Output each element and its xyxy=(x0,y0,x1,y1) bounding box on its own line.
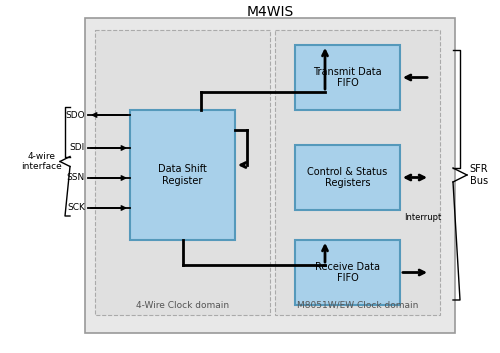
Text: Control & Status
Registers: Control & Status Registers xyxy=(308,167,388,188)
Bar xyxy=(295,145,400,210)
Text: Transmit Data
FIFO: Transmit Data FIFO xyxy=(313,67,382,88)
Text: 4-Wire Clock domain: 4-Wire Clock domain xyxy=(136,300,229,310)
Bar xyxy=(130,110,235,240)
Bar xyxy=(275,30,440,315)
Bar xyxy=(295,45,400,110)
Text: 4-wire
interface: 4-wire interface xyxy=(22,152,62,171)
Bar xyxy=(295,240,400,305)
Text: Receive Data
FIFO: Receive Data FIFO xyxy=(315,262,380,283)
Text: Interrupt: Interrupt xyxy=(404,213,442,222)
Text: Data Shift
Register: Data Shift Register xyxy=(158,164,207,186)
Text: SSN: SSN xyxy=(67,174,85,183)
Text: SCK: SCK xyxy=(67,203,85,213)
Bar xyxy=(95,30,270,315)
Text: M4WIS: M4WIS xyxy=(246,5,294,19)
Text: SDO: SDO xyxy=(66,110,85,120)
Text: M8051W/EW Clock domain: M8051W/EW Clock domain xyxy=(297,300,418,310)
Bar xyxy=(85,18,455,333)
Text: SFR
Bus: SFR Bus xyxy=(470,164,488,186)
Text: SDI: SDI xyxy=(70,144,85,152)
